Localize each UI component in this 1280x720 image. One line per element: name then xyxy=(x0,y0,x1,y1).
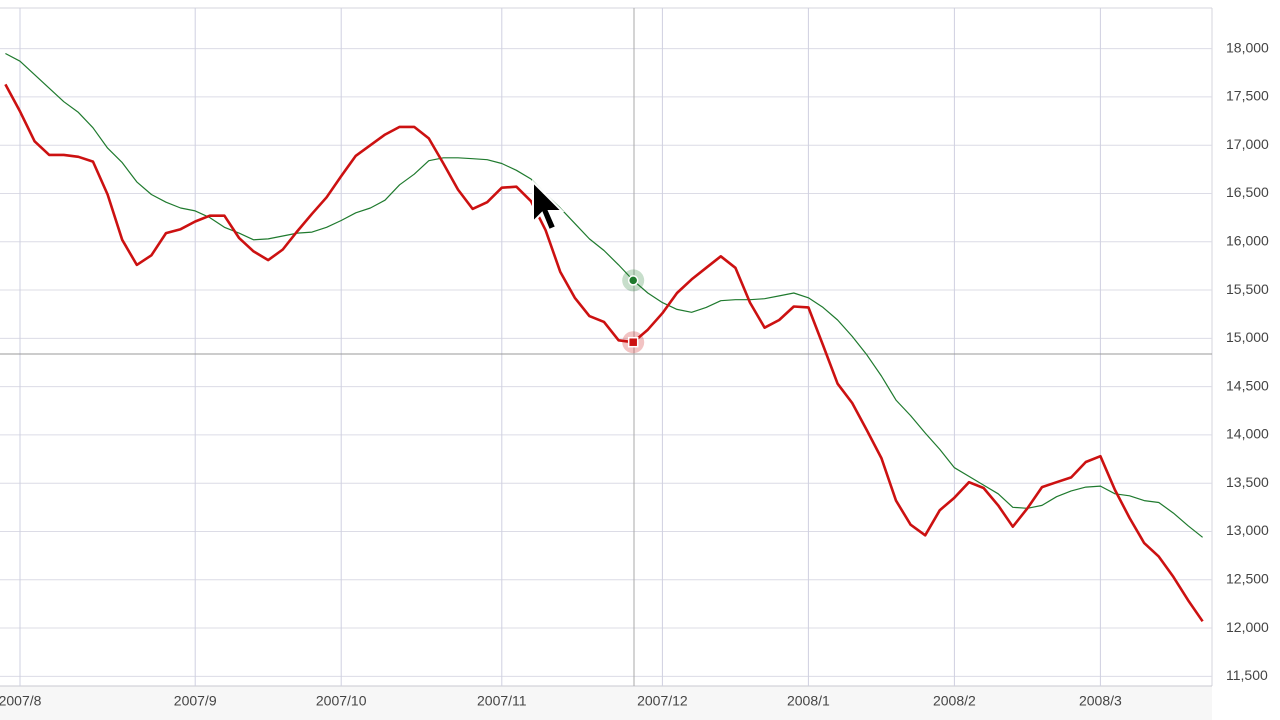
hover-markers xyxy=(622,269,645,354)
plot-area xyxy=(4,52,1204,623)
y-tick-label: 17,000 xyxy=(1226,136,1269,152)
mouse-cursor xyxy=(532,179,565,232)
hover-point xyxy=(627,336,639,348)
x-tick-label: 2007/8 xyxy=(0,693,42,709)
hover-point xyxy=(627,275,639,286)
y-tick-label: 17,500 xyxy=(1226,88,1269,104)
y-tick-label: 11,500 xyxy=(1226,667,1268,683)
series-line xyxy=(5,52,1203,538)
x-tick-label: 2007/10 xyxy=(316,693,367,709)
x-tick-label: 2008/2 xyxy=(933,693,976,709)
x-tick-label: 2008/1 xyxy=(787,693,830,709)
y-tick-label: 12,000 xyxy=(1226,619,1269,635)
x-tick-label: 2007/12 xyxy=(637,693,688,709)
y-tick-label: 16,000 xyxy=(1226,232,1269,248)
grid xyxy=(0,8,1212,686)
x-tick-label: 2007/9 xyxy=(174,693,217,709)
y-tick-label: 14,000 xyxy=(1226,426,1269,442)
y-tick-label: 18,000 xyxy=(1226,39,1269,55)
series-line xyxy=(4,83,1204,623)
y-tick-label: 15,000 xyxy=(1226,329,1269,345)
x-tick-label: 2008/3 xyxy=(1079,693,1122,709)
y-tick-label: 13,500 xyxy=(1226,474,1269,490)
y-tick-label: 13,000 xyxy=(1226,522,1269,538)
axis-labels: 11,500 12,000 12,500 13,000 13,500 14,000 14,5… xyxy=(0,39,1269,708)
x-tick-label: 2007/11 xyxy=(477,693,527,709)
x-axis-band xyxy=(0,686,1212,720)
y-tick-label: 12,500 xyxy=(1226,570,1269,586)
y-tick-label: 14,500 xyxy=(1226,377,1269,393)
y-tick-label: 15,500 xyxy=(1226,281,1269,297)
y-tick-label: 16,500 xyxy=(1226,184,1269,200)
